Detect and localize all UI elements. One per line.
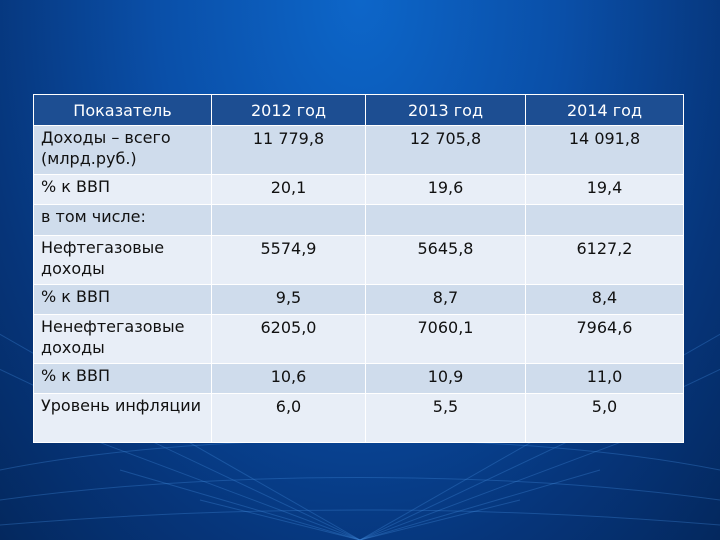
row-label: % к ВВП	[33, 174, 212, 205]
row-label: % к ВВП	[33, 363, 212, 394]
cell-value: 6,0	[211, 393, 366, 443]
header-2013: 2013 год	[365, 94, 526, 126]
table-row: Доходы – всего (млрд.руб.) 11 779,8 12 7…	[33, 125, 684, 175]
table-row: в том числе:	[33, 204, 684, 236]
cell-value: 12 705,8	[365, 125, 526, 175]
cell-value: 7060,1	[365, 314, 526, 364]
cell-value: 5,5	[365, 393, 526, 443]
cell-value: 19,6	[365, 174, 526, 205]
cell-value: 8,7	[365, 284, 526, 315]
row-label: Нефтегазовые доходы	[33, 235, 212, 285]
row-label: Доходы – всего (млрд.руб.)	[33, 125, 212, 175]
cell-value: 10,9	[365, 363, 526, 394]
table-row: Ненефтегазовые доходы 6205,0 7060,1 7964…	[33, 314, 684, 364]
cell-value: 14 091,8	[525, 125, 684, 175]
data-table-container: Показатель 2012 год 2013 год 2014 год До…	[33, 94, 684, 443]
row-label: в том числе:	[33, 204, 212, 236]
table-row: % к ВВП 9,5 8,7 8,4	[33, 284, 684, 315]
cell-value: 20,1	[211, 174, 366, 205]
header-indicator: Показатель	[33, 94, 212, 126]
cell-value	[365, 204, 526, 236]
cell-value: 8,4	[525, 284, 684, 315]
row-label: Ненефтегазовые доходы	[33, 314, 212, 364]
data-table: Показатель 2012 год 2013 год 2014 год До…	[33, 94, 684, 443]
cell-value: 11 779,8	[211, 125, 366, 175]
cell-value: 9,5	[211, 284, 366, 315]
table-row: Нефтегазовые доходы 5574,9 5645,8 6127,2	[33, 235, 684, 285]
header-2012: 2012 год	[211, 94, 366, 126]
row-label: % к ВВП	[33, 284, 212, 315]
cell-value	[211, 204, 366, 236]
cell-value: 7964,6	[525, 314, 684, 364]
cell-value: 11,0	[525, 363, 684, 394]
cell-value	[525, 204, 684, 236]
cell-value: 10,6	[211, 363, 366, 394]
table-row: % к ВВП 20,1 19,6 19,4	[33, 174, 684, 205]
cell-value: 6127,2	[525, 235, 684, 285]
cell-value: 19,4	[525, 174, 684, 205]
cell-value: 6205,0	[211, 314, 366, 364]
table-row: % к ВВП 10,6 10,9 11,0	[33, 363, 684, 394]
cell-value: 5574,9	[211, 235, 366, 285]
header-2014: 2014 год	[525, 94, 684, 126]
cell-value: 5,0	[525, 393, 684, 443]
table-header-row: Показатель 2012 год 2013 год 2014 год	[33, 94, 684, 126]
row-label: Уровень инфляции	[33, 393, 212, 443]
table-row: Уровень инфляции 6,0 5,5 5,0	[33, 393, 684, 443]
cell-value: 5645,8	[365, 235, 526, 285]
